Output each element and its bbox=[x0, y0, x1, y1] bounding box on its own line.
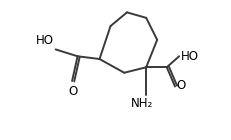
Text: O: O bbox=[176, 79, 185, 92]
Text: O: O bbox=[69, 85, 78, 98]
Text: HO: HO bbox=[36, 34, 54, 47]
Text: NH₂: NH₂ bbox=[130, 97, 152, 110]
Text: HO: HO bbox=[180, 50, 198, 63]
